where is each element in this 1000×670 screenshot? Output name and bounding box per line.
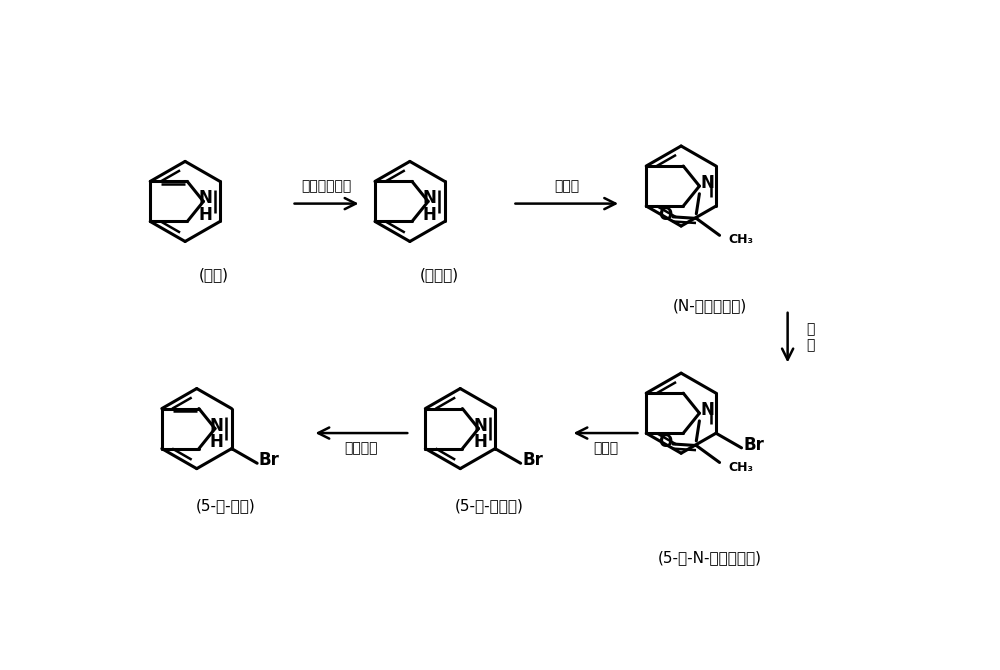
Text: H: H	[210, 433, 224, 451]
Text: N: N	[700, 174, 714, 192]
Text: 氧化脱氢: 氧化脱氢	[345, 442, 378, 456]
Text: N: N	[198, 190, 212, 207]
Text: O: O	[658, 433, 672, 452]
Text: (5-渴-N-酰基吴啺啊): (5-渴-N-酰基吴啺啊)	[658, 550, 762, 565]
Text: (N-酰基吴啺啊): (N-酰基吴啺啊)	[673, 297, 747, 313]
Text: CH₃: CH₃	[729, 233, 754, 247]
Text: N: N	[700, 401, 714, 419]
Text: Br: Br	[522, 451, 543, 469]
Text: Br: Br	[743, 436, 764, 454]
Text: (吴啺): (吴啺)	[199, 267, 229, 282]
Text: (5-渴-吴啺): (5-渴-吴啺)	[196, 498, 256, 513]
Text: N: N	[473, 417, 487, 435]
Text: (5-渴-吴啺啊): (5-渴-吴啺啊)	[455, 498, 524, 513]
Text: N: N	[210, 417, 224, 435]
Text: H: H	[423, 206, 437, 224]
Text: Br: Br	[259, 451, 280, 469]
Text: O: O	[658, 206, 672, 224]
Text: CH₃: CH₃	[729, 460, 754, 474]
Text: H: H	[473, 433, 487, 451]
Text: 溴
化: 溴 化	[807, 322, 815, 352]
Text: 低压液相加氢: 低压液相加氢	[301, 180, 352, 194]
Text: 脱酰基: 脱酰基	[593, 442, 618, 456]
Text: 酰基化: 酰基化	[554, 180, 579, 194]
Text: H: H	[198, 206, 212, 224]
Text: N: N	[423, 190, 437, 207]
Text: (吴啺啊): (吴啺啊)	[419, 267, 458, 282]
